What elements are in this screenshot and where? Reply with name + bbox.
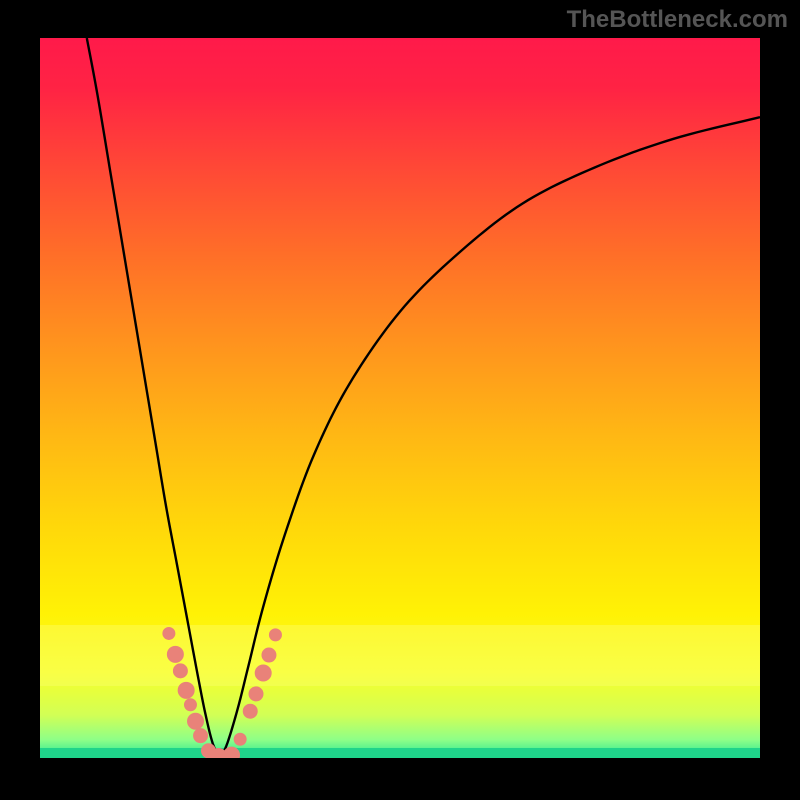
data-marker [269, 629, 281, 641]
chart-frame: TheBottleneck.com [0, 0, 800, 800]
data-marker [178, 682, 194, 698]
data-marker [163, 627, 175, 639]
data-marker [184, 699, 196, 711]
data-marker [255, 665, 271, 681]
watermark-text: TheBottleneck.com [567, 6, 788, 34]
data-marker [224, 747, 240, 758]
data-marker [173, 664, 187, 678]
data-marker [194, 729, 208, 743]
bottleneck-curve-left [87, 38, 220, 758]
data-marker [249, 687, 263, 701]
data-marker [234, 733, 246, 745]
data-marker [243, 704, 257, 718]
data-marker [262, 648, 276, 662]
data-marker [188, 713, 204, 729]
plot-area [40, 38, 760, 758]
bottleneck-curve-right [220, 117, 760, 758]
data-marker [167, 646, 183, 662]
curve-layer [40, 38, 760, 758]
